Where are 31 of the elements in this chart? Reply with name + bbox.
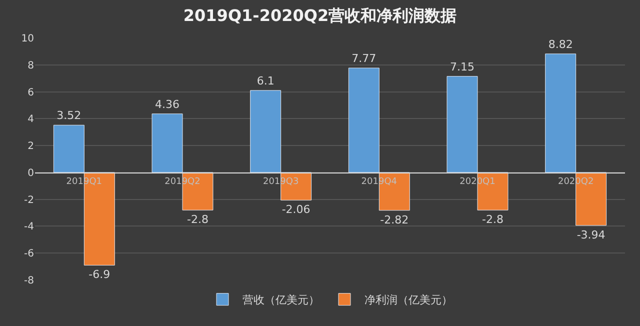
y-tick-label: 8 [28,60,34,72]
data-label: -3.94 [576,228,606,242]
x-tick-label: 2020Q2 [558,177,594,188]
y-tick-label: -8 [24,276,34,286]
data-label: 4.36 [155,98,180,111]
y-tick-label: 0 [28,168,34,179]
data-label: -2.8 [187,213,208,226]
data-label: 6.1 [256,74,274,88]
data-label: -2.82 [380,213,409,226]
x-tick-label: 2019Q1 [66,177,102,188]
data-label: -2.8 [482,213,504,226]
x-tick-label: 2019Q2 [164,177,200,188]
y-tick-label: -4 [24,222,34,233]
data-label: 7.77 [352,52,376,65]
data-label: -2.06 [282,203,310,216]
data-label: 8.82 [548,38,573,51]
data-label: 7.15 [450,60,475,74]
x-tick-label: 2019Q3 [262,177,299,188]
y-tick-label: -6 [24,248,34,260]
y-tick-label: 6 [28,87,34,98]
y-tick-label: 10 [21,34,34,44]
y-tick-label: -2 [24,194,34,206]
y-tick-label: 2 [28,141,34,152]
legend-label: 营收（亿美元） [242,294,320,307]
data-label: -6.9 [88,268,110,282]
y-tick-label: 4 [28,114,34,126]
x-tick-label: 2020Q1 [460,177,496,188]
x-tick-label: 2019Q4 [361,177,398,188]
chart-title: 2019Q1-2020Q2营收和净利润数据 [183,6,457,25]
data-label: 3.52 [56,109,82,122]
legend-label: 净利润（亿美元） [364,294,452,307]
